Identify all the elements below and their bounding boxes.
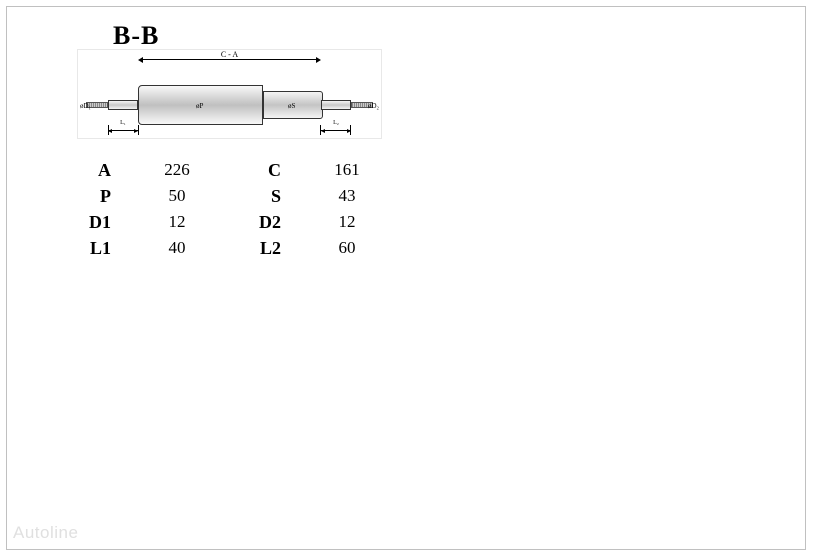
label-d2: øD₂ [368, 102, 379, 110]
spec-key: P [67, 186, 117, 207]
section-title: B-B [113, 21, 159, 51]
table-row: A 226 C 161 [67, 157, 427, 183]
label-p: øP [196, 102, 203, 110]
stub-left [108, 100, 138, 110]
spec-key: D2 [237, 212, 287, 233]
spec-value: 60 [287, 238, 407, 258]
spec-value: 161 [287, 160, 407, 180]
spec-key: D1 [67, 212, 117, 233]
label-l2: L₂ [321, 120, 351, 126]
table-row: L1 40 L2 60 [67, 235, 427, 261]
spec-value: 43 [287, 186, 407, 206]
spec-key: S [237, 186, 287, 207]
spec-value: 12 [117, 212, 237, 232]
spec-value: 12 [287, 212, 407, 232]
spec-key: L2 [237, 238, 287, 259]
table-row: P 50 S 43 [67, 183, 427, 209]
shaft-assembly [78, 85, 381, 125]
dimension-top-label: C - A [215, 50, 245, 59]
shock-absorber-diagram: C - A øP øS øD₁ øD₂ L₁ L₂ [77, 49, 382, 139]
dimension-l1: L₁ [108, 128, 138, 136]
watermark: Autoline [13, 523, 78, 543]
spec-key: A [67, 160, 117, 181]
dimension-l2: L₂ [321, 128, 351, 136]
label-s: øS [288, 102, 295, 110]
spec-value: 50 [117, 186, 237, 206]
ext-l1b [138, 125, 139, 135]
dimension-top-line [143, 59, 316, 60]
label-l1: L₁ [108, 120, 138, 126]
spec-value: 40 [117, 238, 237, 258]
stub-right [321, 100, 351, 110]
table-row: D1 12 D2 12 [67, 209, 427, 235]
spec-value: 226 [117, 160, 237, 180]
label-d1: øD₁ [80, 102, 91, 110]
spec-key: L1 [67, 238, 117, 259]
frame: B-B C - A øP øS øD₁ øD₂ L₁ L₂ A 226 C [6, 6, 806, 550]
spec-table: A 226 C 161 P 50 S 43 D1 12 D2 12 L1 40 … [67, 157, 427, 261]
dimension-top: C - A [138, 54, 321, 64]
spec-key: C [237, 160, 287, 181]
